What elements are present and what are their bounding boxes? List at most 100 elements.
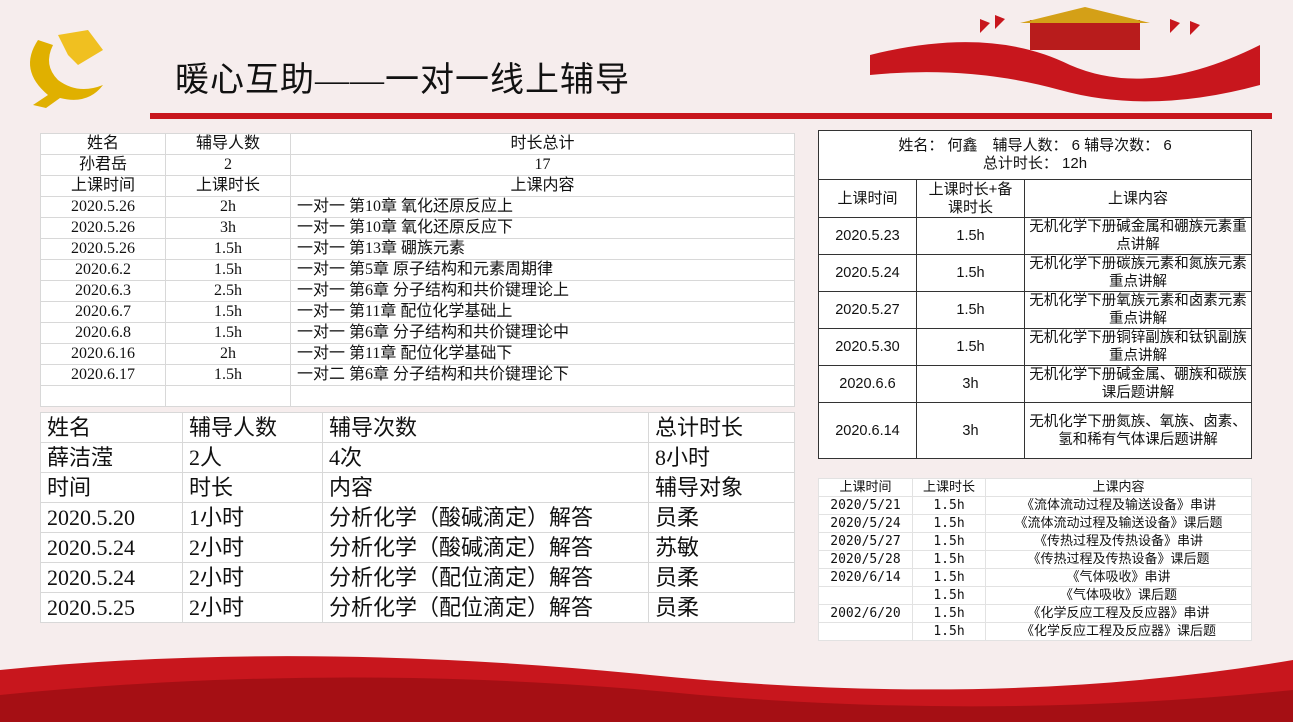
header-cell: 上课时间 [818,478,913,497]
cell: 3h [916,402,1025,459]
table-row: 2020.6.6 3h 无机化学下册碱金属、硼族和碳族课后题讲解 [818,365,1252,403]
cell: 2020.5.25 [40,592,183,623]
cell: 无机化学下册氮族、氧族、卤素、氢和稀有气体课后题讲解 [1024,402,1252,459]
cell: 2小时 [182,532,323,563]
cell: 一对一 第6章 分子结构和共价键理论上 [290,280,795,302]
cell: 无机化学下册氧族元素和卤素元素重点讲解 [1024,291,1252,329]
cell: 2020.6.2 [40,259,166,281]
table-row: 2020/5/28 1.5h 《传热过程及传热设备》课后题 [818,550,1252,569]
cell: 2h [165,196,291,218]
table-row: 2020.5.23 1.5h 无机化学下册碱金属和硼族元素重点讲解 [818,217,1252,255]
header-cell: 姓名 [40,133,166,155]
table-row: 1.5h 《气体吸收》课后题 [818,586,1252,605]
header-cell: 时长 [182,472,323,503]
cell: 分析化学（配位滴定）解答 [322,592,649,623]
cell: 一对二 第6章 分子结构和共价键理论下 [290,364,795,386]
cell: 一对一 第5章 原子结构和元素周期律 [290,259,795,281]
cell: 2020.5.26 [40,217,166,239]
cell: 3h [916,365,1025,403]
cell: 《流体流动过程及输送设备》课后题 [985,514,1252,533]
header-cell: 上课时长+备课时长 [916,179,1025,218]
header-cell: 时间 [40,472,183,503]
column-header-row: 上课时间 上课时长 上课内容 [818,478,1252,497]
table-row: 2020.5.26 3h 一对一 第10章 氧化还原反应下 [40,217,795,239]
cell: 1.5h [912,622,986,641]
empty-row [40,385,795,407]
cell: 分析化学（酸碱滴定）解答 [322,502,649,533]
cell: 1.5h [916,217,1025,255]
cell: 2020/5/21 [818,496,913,515]
cell: 一对一 第11章 配位化学基础下 [290,343,795,365]
table-row: 2020.5.24 2小时 分析化学（酸碱滴定）解答 苏敏 [40,532,795,563]
table-sun-junyue: 姓名 辅导人数 时长总计 孙君岳 2 17 上课时间 上课时长 上课内容 2020.5.26… [40,133,795,407]
table-row: 2020.5.26 1.5h 一对一 第13章 硼族元素 [40,238,795,260]
cell: 2020.5.26 [40,238,166,260]
cell: 2020.5.26 [40,196,166,218]
header-cell: 内容 [322,472,649,503]
cell: 1.5h [165,301,291,323]
summary-line: 姓名： 何鑫 辅导人数： 6 辅导次数： 6 [898,137,1172,154]
table-chemical-engineering: 上课时间 上课时长 上课内容 2020/5/21 1.5h 《流体流动过程及输送设备》串… [818,478,1252,641]
cell: 2.5h [165,280,291,302]
cell: 孙君岳 [40,154,166,176]
column-header-row: 上课时间 上课时长+备课时长 上课内容 [818,179,1252,218]
cell: 《化学反应工程及反应器》课后题 [985,622,1252,641]
cell: 1.5h [165,238,291,260]
red-wave-decoration [0,656,1293,722]
cell: 2020/5/27 [818,532,913,551]
cell: 1.5h [916,254,1025,292]
cell: 17 [290,154,795,176]
cell: 1.5h [165,364,291,386]
cell: 8小时 [648,442,795,473]
cell: 薛洁滢 [40,442,183,473]
table-row: 2020.6.17 1.5h 一对二 第6章 分子结构和共价键理论下 [40,364,795,386]
cell: 《传热过程及传热设备》课后题 [985,550,1252,569]
cell: 2人 [182,442,323,473]
table-row: 2020.6.8 1.5h 一对一 第6章 分子结构和共价键理论中 [40,322,795,344]
cell: 2020.5.23 [818,217,917,255]
summary-line: 总计时长： 12h [982,155,1088,172]
cell: 2020.6.17 [40,364,166,386]
cell: 2020.5.27 [818,291,917,329]
cell: 2020.6.7 [40,301,166,323]
header-cell: 上课时间 [818,179,917,218]
header-cell: 上课时长 [912,478,986,497]
cell: 1.5h [916,328,1025,366]
cell [818,622,913,641]
header-cell: 时长总计 [290,133,795,155]
page-title: 暖心互助——一对一线上辅导 [175,62,630,99]
cell: 一对一 第11章 配位化学基础上 [290,301,795,323]
cell: 1.5h [165,322,291,344]
cell: 2020.5.24 [40,532,183,563]
table-row: 2020.6.2 1.5h 一对一 第5章 原子结构和元素周期律 [40,259,795,281]
cell: 员柔 [648,562,795,593]
table-row: 2002/6/20 1.5h 《化学反应工程及反应器》串讲 [818,604,1252,623]
table-row: 2020/5/24 1.5h 《流体流动过程及输送设备》课后题 [818,514,1252,533]
cell: 2 [165,154,291,176]
table-row: 2020.5.20 1小时 分析化学（酸碱滴定）解答 员柔 [40,502,795,533]
cell: 2020.5.20 [40,502,183,533]
table-row: 2020.6.7 1.5h 一对一 第11章 配位化学基础上 [40,301,795,323]
cell: 2020/5/28 [818,550,913,569]
cell: 无机化学下册碱金属、硼族和碳族课后题讲解 [1024,365,1252,403]
cell: 无机化学下册碱金属和硼族元素重点讲解 [1024,217,1252,255]
cell: 2020/5/24 [818,514,913,533]
cell: 《化学反应工程及反应器》串讲 [985,604,1252,623]
cell: 无机化学下册碳族元素和氮族元素重点讲解 [1024,254,1252,292]
table-row: 1.5h 《化学反应工程及反应器》课后题 [818,622,1252,641]
header-cell: 上课内容 [985,478,1252,497]
header-cell: 总计时长 [648,412,795,443]
table-header-row: 姓名 辅导人数 时长总计 [40,133,795,155]
cell: 2020.6.16 [40,343,166,365]
cell: 2020.6.14 [818,402,917,459]
table-row: 2020.5.30 1.5h 无机化学下册铜锌副族和钛钒副族重点讲解 [818,328,1252,366]
table-row: 2020.5.27 1.5h 无机化学下册氧族元素和卤素元素重点讲解 [818,291,1252,329]
cell: 2020/6/14 [818,568,913,587]
cell: 1.5h [912,604,986,623]
cell: 一对一 第6章 分子结构和共价键理论中 [290,322,795,344]
table-row: 2020.5.24 1.5h 无机化学下册碳族元素和氮族元素重点讲解 [818,254,1252,292]
cell: 2020.6.8 [40,322,166,344]
header-cell: 辅导人数 [182,412,323,443]
cell: 2020.6.3 [40,280,166,302]
header-cell: 姓名 [40,412,183,443]
